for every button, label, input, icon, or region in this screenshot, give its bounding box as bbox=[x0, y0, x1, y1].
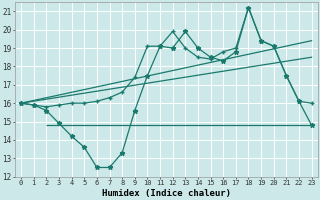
X-axis label: Humidex (Indice chaleur): Humidex (Indice chaleur) bbox=[102, 189, 231, 198]
